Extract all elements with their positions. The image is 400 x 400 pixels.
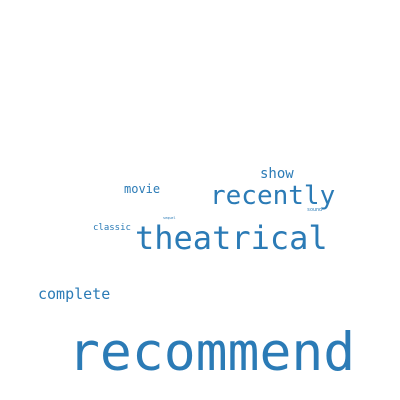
word-movie: movie <box>124 182 161 196</box>
word-classic: classic <box>93 223 131 233</box>
word-complete: complete <box>38 285 111 303</box>
word-sound: sound <box>307 207 323 213</box>
word-recently: recently <box>210 181 336 211</box>
word-recommend: recommend <box>68 322 356 383</box>
word-sequel: sequel <box>163 216 176 220</box>
word-show: show <box>260 166 294 182</box>
word-theatrical: theatrical <box>135 219 328 257</box>
